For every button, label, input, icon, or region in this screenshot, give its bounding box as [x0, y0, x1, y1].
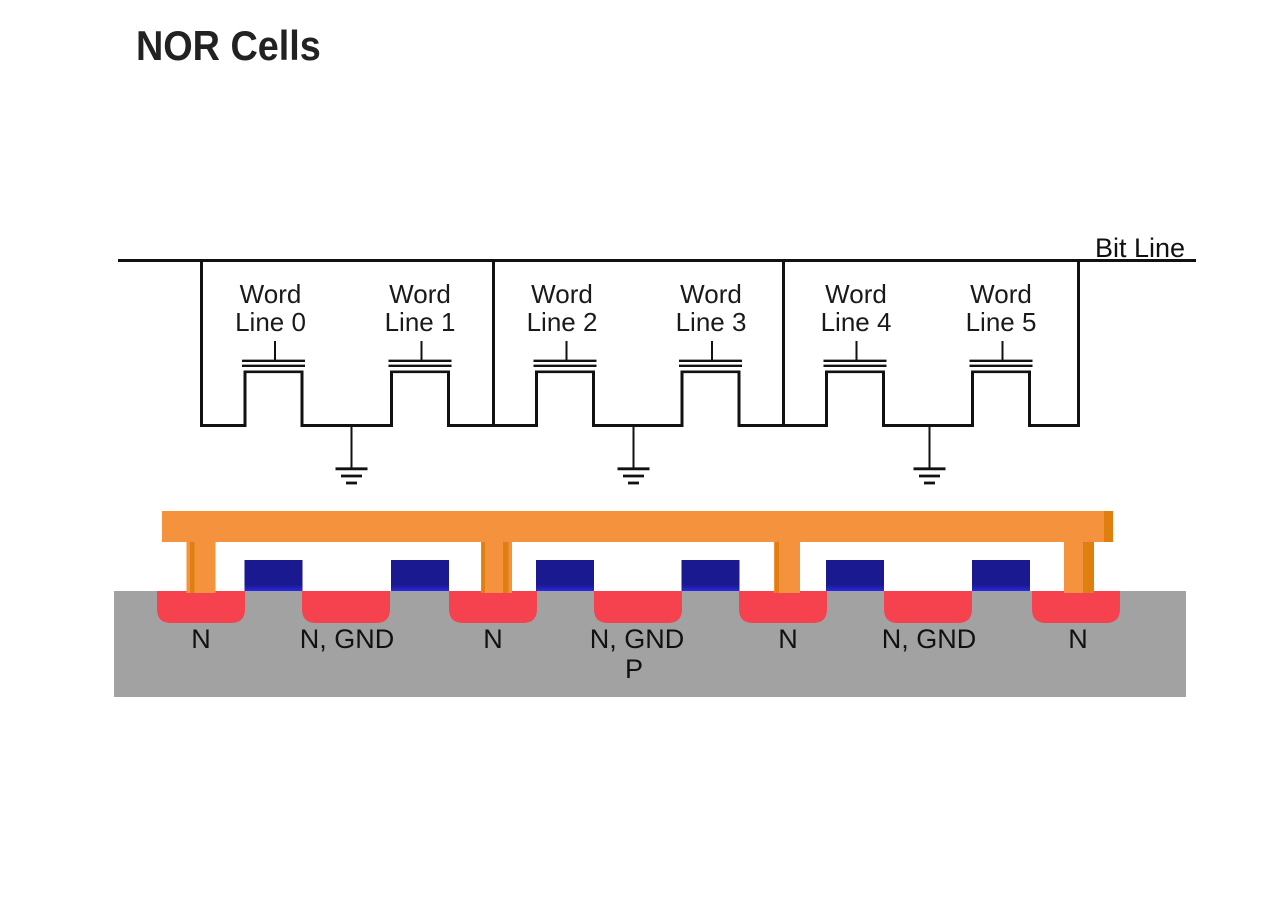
- svg-text:N, GND: N, GND: [300, 624, 395, 654]
- svg-text:Line 5: Line 5: [966, 307, 1037, 337]
- svg-text:Bit Line: Bit Line: [1095, 233, 1185, 263]
- svg-text:Word: Word: [825, 279, 887, 309]
- svg-text:Line 3: Line 3: [676, 307, 747, 337]
- svg-text:Word: Word: [240, 279, 302, 309]
- svg-text:Word: Word: [680, 279, 742, 309]
- svg-text:Line 2: Line 2: [527, 307, 598, 337]
- svg-text:Word: Word: [970, 279, 1032, 309]
- svg-text:N: N: [483, 624, 503, 654]
- svg-text:Word: Word: [531, 279, 593, 309]
- svg-text:Line 4: Line 4: [821, 307, 892, 337]
- svg-text:N: N: [1068, 624, 1088, 654]
- svg-text:Line 1: Line 1: [385, 307, 456, 337]
- svg-text:N, GND: N, GND: [882, 624, 977, 654]
- svg-text:N, GND: N, GND: [590, 624, 685, 654]
- svg-text:NOR Cells: NOR Cells: [136, 23, 321, 69]
- svg-text:P: P: [625, 654, 643, 684]
- svg-text:Word: Word: [389, 279, 451, 309]
- svg-text:Line 0: Line 0: [235, 307, 306, 337]
- svg-text:N: N: [778, 624, 798, 654]
- svg-text:N: N: [191, 624, 211, 654]
